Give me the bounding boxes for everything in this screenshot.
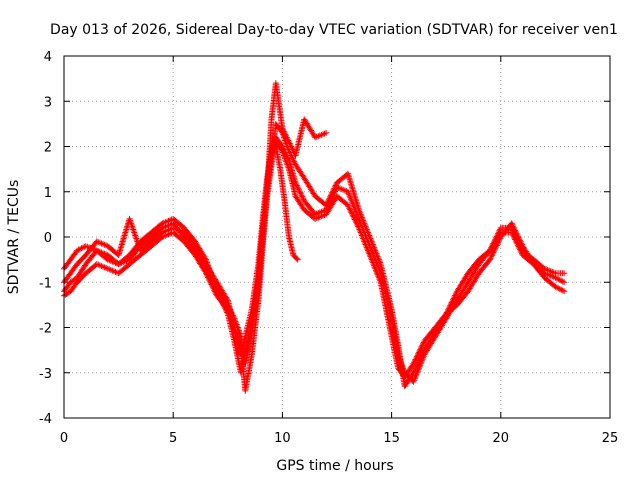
y-tick-label: -3 (39, 367, 52, 382)
x-tick-label: 25 (602, 431, 619, 446)
y-axis-label: SDTVAR / TECUs (6, 180, 22, 295)
y-tick-label: -2 (39, 322, 52, 337)
y-tick-label: 0 (44, 231, 52, 246)
y-tick-label: 1 (44, 186, 52, 201)
axis-ticks: 0 5 10 15 20 25 -4 -3 -2 -1 0 1 2 3 4 (39, 50, 618, 446)
x-tick-label: 20 (493, 431, 510, 446)
y-tick-label: 3 (44, 95, 52, 110)
y-tick-label: -1 (39, 276, 52, 291)
x-tick-label: 10 (274, 431, 291, 446)
plot-frame (63, 55, 611, 419)
x-tick-label: 0 (60, 431, 68, 446)
y-tick-label: 4 (44, 50, 52, 65)
series-markers (264, 143, 301, 263)
y-tick-label: -4 (39, 412, 52, 427)
series-track-e (264, 143, 301, 263)
y-tick-label: 2 (44, 141, 52, 156)
chart-title: Day 013 of 2026, Sidereal Day-to-day VTE… (50, 22, 618, 38)
x-tick-label: 5 (169, 431, 177, 446)
x-axis-label: GPS time / hours (276, 458, 393, 474)
x-tick-label: 15 (383, 431, 400, 446)
